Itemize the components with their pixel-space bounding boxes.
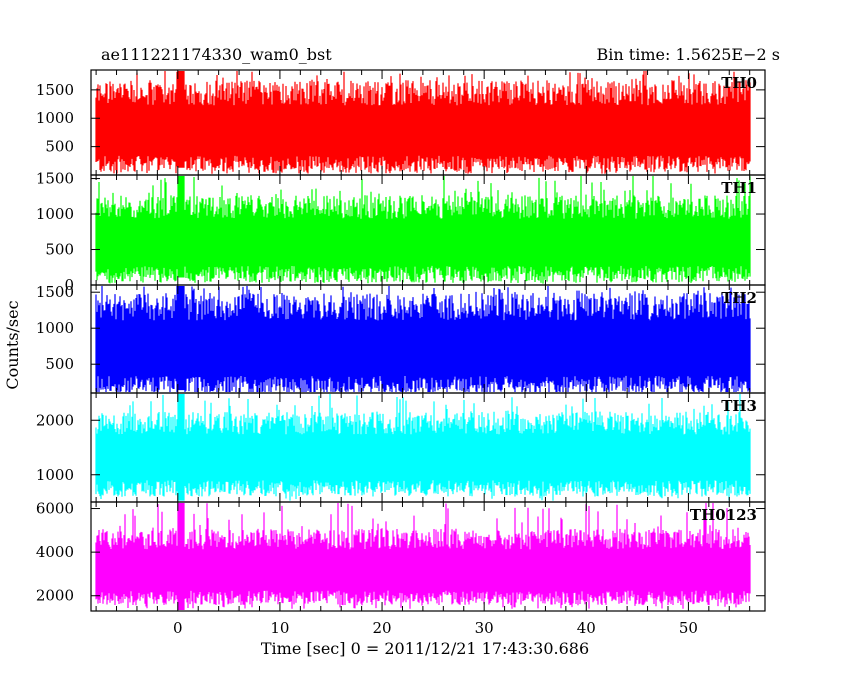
panel-th3: 1000 2000 TH3	[36, 392, 766, 503]
x-tick-label: 40	[577, 619, 596, 637]
y-tick-label: 2000	[36, 411, 74, 429]
panel-th0: 500 1000 1500 TH0	[36, 69, 766, 176]
panels-group: 500 1000 1500 TH0 0 500 1000 1500 TH1 500 1000 1500…	[36, 69, 766, 612]
panel-label: TH2	[721, 289, 757, 307]
y-tick-label: 1000	[36, 109, 74, 127]
y-tick-label: 500	[45, 138, 74, 156]
y-tick-label: 1000	[36, 205, 74, 223]
chart-title-left: ae111221174330_wam0_bst	[101, 45, 332, 64]
y-tick-label: 1000	[36, 466, 74, 484]
x-axis-label: Time [sec] 0 = 2011/12/21 17:43:30.686	[261, 639, 589, 658]
y-axis-label: Counts/sec	[3, 300, 22, 389]
x-tick-label: 0	[173, 619, 183, 637]
y-tick-label: 500	[45, 355, 74, 373]
series-th0123	[95, 503, 751, 610]
y-tick-label: 1500	[36, 81, 74, 99]
panel-th0123: 2000 4000 6000 TH0123	[36, 500, 766, 612]
x-tick-label: 10	[270, 619, 289, 637]
x-tick-label: 50	[679, 619, 698, 637]
x-tick-labels: 0 10 20 30 40 50	[173, 619, 698, 637]
panel-frame	[90, 501, 766, 612]
series-th2	[95, 286, 751, 392]
y-tick-label: 1500	[36, 170, 74, 188]
chart-title-right: Bin time: 1.5625E−2 s	[597, 45, 780, 64]
panel-label: TH3	[721, 397, 757, 415]
y-tick-label: 2000	[36, 587, 74, 605]
series-th1	[95, 176, 751, 284]
panel-label: TH0123	[690, 506, 757, 524]
y-tick-label: 6000	[36, 500, 74, 518]
y-tick-label: 0	[64, 276, 74, 294]
y-tick-label: 4000	[36, 543, 74, 561]
panel-th2: 500 1000 1500 TH2	[36, 283, 766, 394]
x-tick-label: 30	[475, 619, 494, 637]
panel-label: TH1	[721, 179, 757, 197]
series-th0	[95, 71, 751, 174]
y-tick-label: 1500	[36, 283, 74, 301]
series-th3	[95, 394, 751, 501]
x-tick-label: 20	[372, 619, 391, 637]
y-tick-label: 500	[45, 241, 74, 259]
panel-label: TH0	[721, 74, 757, 92]
panel-th1: 0 500 1000 1500 TH1	[36, 170, 766, 294]
y-tick-label: 1000	[36, 319, 74, 337]
